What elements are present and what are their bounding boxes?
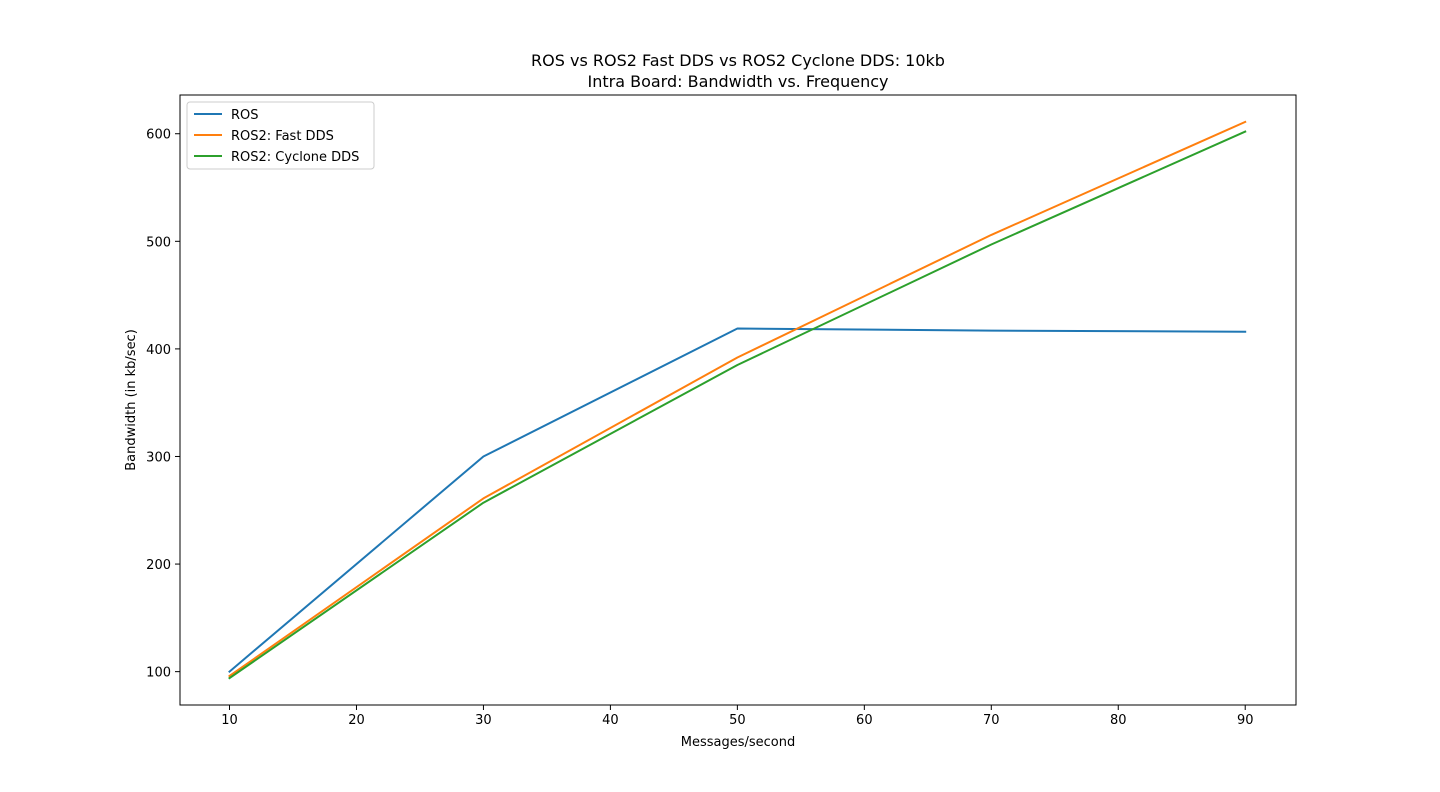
y-tick-label: 200 [146,558,171,573]
y-axis-label: Bandwidth (in kb/sec) [124,329,139,471]
legend-box [186,101,375,170]
x-tick-label: 40 [602,713,619,728]
y-tick-label: 600 [146,128,171,143]
x-tick-label: 50 [729,713,746,728]
chart-title: ROS vs ROS2 Fast DDS vs ROS2 Cyclone DDS… [531,51,945,70]
series-lines [228,120,1247,680]
x-tick-label: 10 [221,713,238,728]
y-axis-ticks: 100 200 300 400 500 600 [146,128,180,681]
y-tick-label: 500 [146,235,171,250]
y-tick-label: 300 [146,450,171,465]
x-axis-ticks: 10 20 30 40 50 60 70 80 90 [221,705,1253,728]
legend: ROS ROS2: Fast DDS ROS2: Cyclone DDS [186,101,375,170]
x-tick-label: 70 [983,713,1000,728]
legend-label: ROS2: Cyclone DDS [231,150,359,165]
x-tick-label: 90 [1237,713,1254,728]
x-tick-label: 20 [348,713,365,728]
series-line-1 [228,120,1247,678]
chart-subtitle: Intra Board: Bandwidth vs. Frequency [588,72,889,91]
y-tick-label: 400 [146,343,171,358]
legend-label: ROS2: Fast DDS [231,129,334,144]
x-axis-label: Messages/second [681,735,796,750]
x-tick-label: 30 [475,713,492,728]
plot-area-frame [179,94,1297,706]
x-tick-label: 80 [1110,713,1127,728]
series-line-2 [228,130,1247,680]
x-tick-label: 60 [856,713,873,728]
legend-label: ROS [231,108,259,123]
series-line-0 [228,327,1247,674]
y-tick-label: 100 [146,666,171,681]
